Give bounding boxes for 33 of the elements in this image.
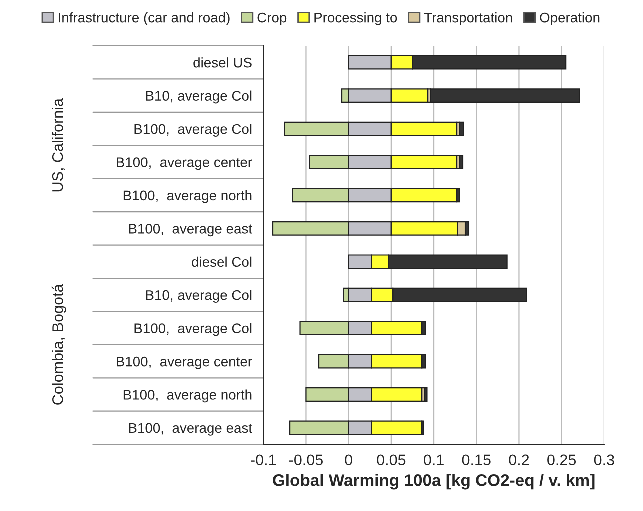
bar [459,122,464,136]
y-tick-label: B100, average center [117,356,252,370]
legend-label: Operation [540,12,600,26]
x-tick-label: 0.15 [462,454,491,466]
x-tick-label: 0.05 [377,454,406,466]
legend-label: Processing to [314,12,398,26]
x-tick-label: -0.1 [251,454,276,466]
y-tick-label: B100, average Col [134,323,252,336]
y-tick-label: B100, average north [124,390,252,403]
x-tick-label: 0 [345,454,352,466]
y-tick-label: diesel Col [192,256,252,268]
legend-label: Transportation [424,12,512,26]
x-tick-label: 0.25 [548,454,576,466]
x-tick-label: 0.1 [424,454,444,466]
y-tick-label: B100, average east [129,224,252,237]
y-tick-label: B100, average east [129,423,252,436]
x-tick-label: 0.3 [594,454,614,466]
x-axis-title: Global Warming 100a [kg CO2-eq / v. km] [273,474,595,490]
bar [430,88,580,104]
text: US, California [52,98,66,192]
x-tick-label: 0.2 [509,454,530,466]
y-tick-label: diesel US [194,58,252,68]
legend-label: Crop [258,12,287,26]
bar [459,155,464,170]
y-tick-label: B100, average north [124,190,252,204]
y-tick-label: B100, average center [117,158,252,170]
y-tick-label: B100, average Col [134,124,252,137]
x-tick-label: -0.05 [289,454,323,466]
bar [424,388,428,402]
y-tick-label: B10, average Col [146,90,252,104]
legend-label: Infrastructure (car and road) [59,12,230,26]
y-tick-label: B10, average Col [146,290,252,304]
text: Colombia, Bogotá [52,284,66,405]
